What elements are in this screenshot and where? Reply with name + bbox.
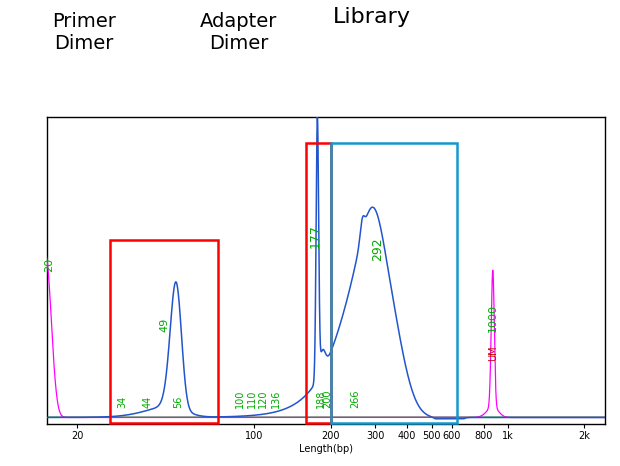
Text: 200: 200: [322, 390, 332, 408]
Text: 177: 177: [308, 224, 321, 248]
Text: Library: Library: [333, 7, 411, 27]
Bar: [306, 143, 331, 423]
Text: 49: 49: [159, 318, 169, 332]
Text: 120: 120: [258, 390, 268, 408]
Text: 188: 188: [316, 390, 326, 408]
Text: 20: 20: [44, 258, 54, 272]
X-axis label: Length(bp): Length(bp): [298, 444, 353, 454]
Bar: [110, 240, 218, 423]
Text: 44: 44: [143, 396, 153, 408]
Text: Adapter
Dimer: Adapter Dimer: [200, 12, 277, 53]
Text: 110: 110: [247, 390, 257, 408]
Text: 100: 100: [236, 390, 246, 408]
Bar: [331, 143, 457, 423]
Text: 56: 56: [173, 396, 183, 408]
Text: UM: UM: [488, 345, 498, 361]
Text: 292: 292: [371, 238, 384, 261]
Text: Primer
Dimer: Primer Dimer: [51, 12, 116, 53]
Text: 266: 266: [350, 390, 360, 408]
Text: 136: 136: [270, 390, 280, 408]
Text: 1000: 1000: [488, 304, 498, 332]
Text: 34: 34: [117, 396, 127, 408]
